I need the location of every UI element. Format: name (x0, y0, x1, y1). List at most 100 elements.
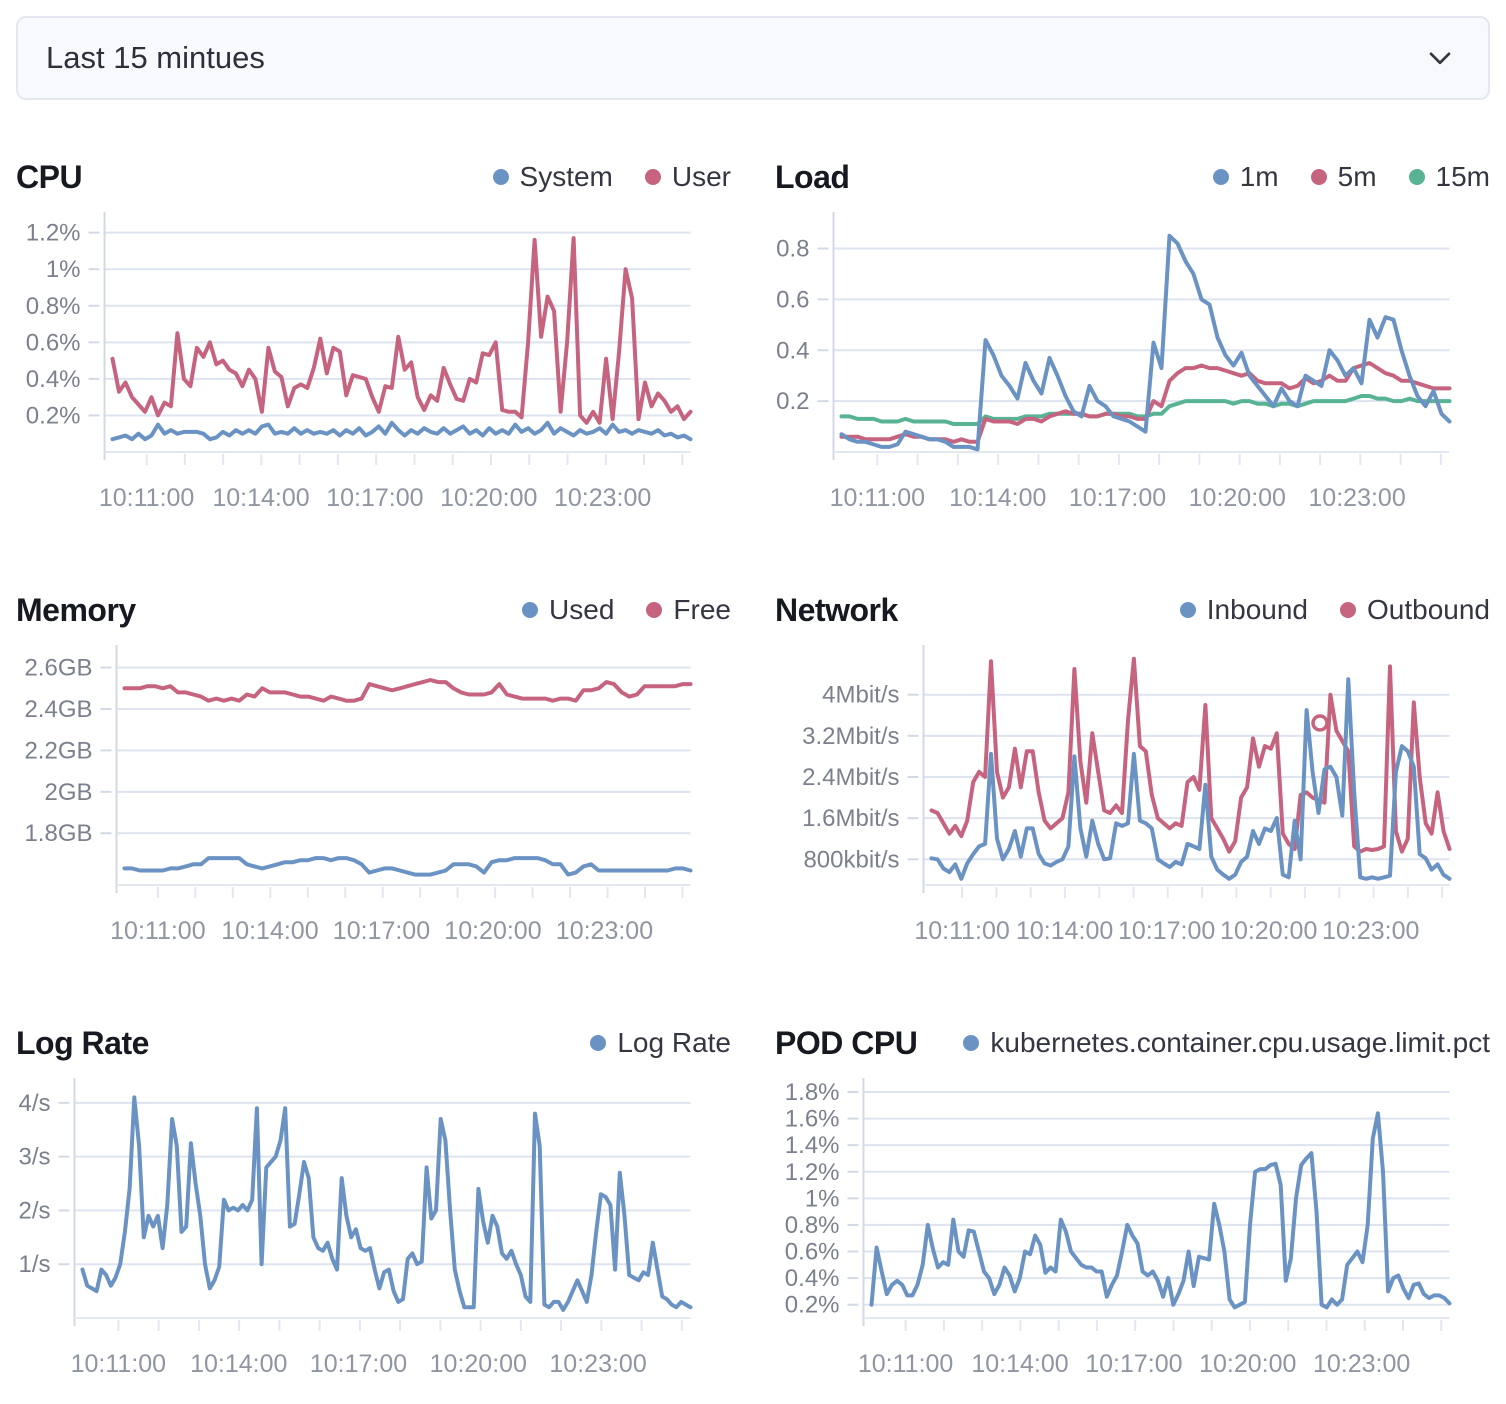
y-tick-label: 0.4 (776, 337, 809, 364)
y-tick-label: 0.8% (26, 293, 81, 320)
legend-dot-icon (1340, 602, 1356, 618)
chart-legend: Log Rate (590, 1027, 731, 1059)
legend-label: kubernetes.container.cpu.usage.limit.pct (990, 1027, 1490, 1058)
legend-item-15m[interactable]: 15m (1408, 161, 1490, 193)
legend-label: 1m (1239, 161, 1279, 192)
x-tick-label: 10:17:00 (333, 917, 430, 945)
chart-card-memory: Memory Used Free 1.8GB 2GB 2.2GB 2.4GB 2.6GB 1… (16, 587, 731, 958)
x-tick-label: 10:20:00 (440, 484, 537, 512)
series-line-user (110, 236, 693, 425)
x-tick-label: 10:11:00 (71, 1350, 166, 1378)
y-tick-label: 0.6% (785, 1239, 840, 1266)
y-tick-label: 0.2 (776, 388, 809, 415)
y-tick-label: 1/s (18, 1251, 50, 1278)
chart-card-log-rate: Log Rate Log Rate 1/s 2/s 3/s 4/s 10:11:00 10… (16, 1020, 731, 1391)
y-tick-label: 800kbit/s (803, 846, 899, 873)
series-line-outbound (929, 656, 1452, 854)
chevron-down-icon (1429, 52, 1451, 65)
chart-plot[interactable]: 1.8GB 2GB 2.2GB 2.4GB 2.6GB 10:11:00 10:14:00 1… (16, 639, 731, 958)
x-tick-label: 10:11:00 (110, 917, 205, 945)
legend-dot-icon (644, 169, 661, 185)
chart-plot[interactable]: 800kbit/s 1.6Mbit/s 2.4Mbit/s 3.2Mbit/s 4Mbi… (775, 639, 1490, 958)
legend-item-free[interactable]: Free (646, 594, 731, 626)
y-tick-label: 0.4% (26, 366, 81, 393)
y-tick-label: 1.2% (26, 220, 81, 247)
y-tick-label: 0.8% (785, 1212, 840, 1239)
legend-item-kubernetes-container-cpu-usage-limit-pct[interactable]: kubernetes.container.cpu.usage.limit.pct (963, 1027, 1490, 1059)
y-tick-label: 0.4% (785, 1265, 840, 1292)
legend-dot-icon (1212, 169, 1229, 185)
x-tick-label: 10:11:00 (914, 917, 1009, 945)
time-range-label: Last 15 mintues (46, 40, 265, 75)
legend-item-used[interactable]: Used (522, 594, 614, 626)
legend-item-1m[interactable]: 1m (1212, 161, 1279, 193)
x-tick-label: 10:20:00 (1199, 1350, 1296, 1378)
chart-plot[interactable]: 0.2% 0.4% 0.6% 0.8% 1% 1.2% 10:11:00 10:14:00 10… (16, 206, 731, 525)
chart-plot[interactable]: 0.2% 0.4% 0.6% 0.8% 1% 1.2% 1.4% 1.6% 1.8% 10:11:… (775, 1072, 1490, 1391)
chart-card-load: Load 1m 5m 15m 0.2 0.4 0.6 0.8 10:11:00 10:14:0… (775, 154, 1490, 525)
chart-title: Memory (16, 591, 136, 628)
legend-label: 15m (1435, 161, 1490, 192)
y-tick-label: 1% (46, 256, 81, 283)
legend-item-outbound[interactable]: Outbound (1340, 594, 1490, 626)
y-tick-label: 3.2Mbit/s (802, 723, 899, 750)
log-rate-svg: 1/s 2/s 3/s 4/s 10:11:00 10:14:00 10:17:00 10:2… (18, 1078, 693, 1378)
legend-label: Inbound (1206, 594, 1308, 625)
series-line-log-rate (80, 1095, 693, 1312)
legend-label: System (519, 161, 613, 192)
y-tick-label: 2.6GB (24, 655, 92, 682)
x-tick-label: 10:23:00 (1308, 484, 1405, 512)
x-tick-label: 10:14:00 (221, 917, 318, 945)
x-tick-label: 10:11:00 (858, 1350, 953, 1378)
x-tick-label: 10:23:00 (556, 917, 653, 945)
x-tick-label: 10:11:00 (99, 484, 194, 512)
y-tick-label: 0.8 (776, 236, 809, 263)
legend-label: 5m (1337, 161, 1377, 192)
memory-svg: 1.8GB 2GB 2.2GB 2.4GB 2.6GB 10:11:00 10:14:00 1… (24, 645, 693, 945)
charts-grid: CPU System User 0.2% 0.4% 0.6% 0.8% 1% 1.2% 10:… (16, 154, 1490, 1391)
legend-dot-icon (492, 169, 509, 185)
y-tick-label: 2.4Mbit/s (802, 764, 899, 791)
chart-plot[interactable]: 0.2 0.4 0.6 0.8 10:11:00 10:14:00 10:17:00 10:2… (775, 206, 1490, 525)
x-tick-label: 10:14:00 (949, 484, 1046, 512)
chart-plot[interactable]: 1/s 2/s 3/s 4/s 10:11:00 10:14:00 10:17:00 10:2… (16, 1072, 731, 1391)
legend-dot-icon (646, 602, 663, 618)
legend-dot-icon (963, 1035, 980, 1051)
legend-item-system[interactable]: System (492, 161, 613, 193)
time-range-picker[interactable]: Last 15 mintues (16, 16, 1490, 100)
legend-item-5m[interactable]: 5m (1310, 161, 1377, 193)
outlier-marker (1311, 714, 1329, 732)
legend-item-log-rate[interactable]: Log Rate (590, 1027, 731, 1059)
y-tick-label: 4/s (18, 1090, 50, 1117)
chart-legend: Inbound Outbound (1179, 594, 1490, 626)
y-tick-label: 1% (805, 1185, 840, 1212)
y-tick-label: 1.8% (785, 1079, 840, 1106)
legend-item-user[interactable]: User (644, 161, 731, 193)
legend-label: Outbound (1367, 594, 1490, 625)
y-tick-label: 0.2% (785, 1292, 840, 1319)
x-tick-label: 10:23:00 (1322, 917, 1419, 945)
load-svg: 0.2 0.4 0.6 0.8 10:11:00 10:14:00 10:17:00 10:2… (776, 212, 1452, 512)
y-tick-label: 0.6% (26, 329, 81, 356)
chart-title: Log Rate (16, 1024, 149, 1061)
x-tick-label: 10:14:00 (971, 1350, 1068, 1378)
x-tick-label: 10:17:00 (326, 484, 423, 512)
legend-dot-icon (1310, 169, 1327, 185)
series-line-inbound (929, 677, 1452, 881)
y-tick-label: 2.2GB (24, 737, 92, 764)
legend-dot-icon (1408, 169, 1425, 185)
legend-label: Used (549, 594, 615, 625)
chart-legend: System User (492, 161, 731, 193)
chart-legend: Used Free (522, 594, 731, 626)
series-line-system (110, 420, 693, 442)
y-tick-label: 2/s (18, 1197, 50, 1224)
legend-item-inbound[interactable]: Inbound (1179, 594, 1308, 626)
series-line-free (122, 678, 693, 703)
chart-card-network: Network Inbound Outbound 800kbit/s 1.6Mbit… (775, 587, 1490, 958)
series-line-used (122, 856, 693, 877)
y-tick-label: 1.8GB (24, 820, 92, 847)
legend-dot-icon (1179, 602, 1196, 618)
x-tick-label: 10:14:00 (1016, 917, 1113, 945)
x-tick-label: 10:17:00 (1118, 917, 1215, 945)
